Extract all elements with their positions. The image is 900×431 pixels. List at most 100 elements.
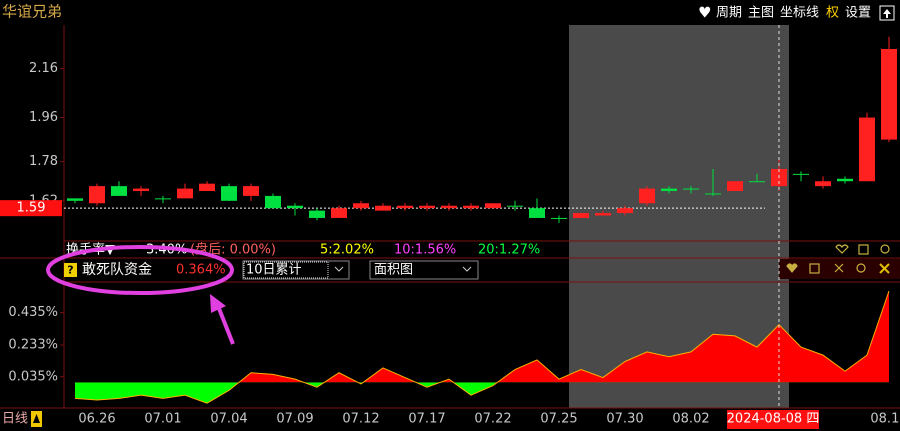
y-tick-label: 0.233% (8, 338, 58, 353)
candle-body (881, 48, 897, 140)
annotation-arrowhead (210, 294, 226, 313)
x-tick-label: 07.30 (606, 412, 643, 427)
tool-icon[interactable] (858, 244, 869, 255)
panel-tools (786, 263, 866, 274)
candle-body (661, 188, 677, 192)
candle-body (287, 205, 303, 209)
current-price-label: 1.59 (17, 201, 46, 216)
stock-title: 华谊兄弟 (2, 3, 62, 21)
x-tick-label: 07.12 (342, 412, 379, 427)
x-tick-label: 06.26 (78, 412, 115, 427)
annotation-arrow (216, 305, 235, 345)
y-tick-label: 2.16 (29, 61, 58, 76)
candle-body (639, 188, 655, 204)
candle-body (309, 210, 325, 218)
candle-body (727, 181, 743, 192)
ma20-value: 20:1.27% (478, 243, 540, 258)
x-tick-label: 07.01 (144, 412, 181, 427)
candle-body (221, 186, 237, 201)
x-tick-label: 07.04 (210, 412, 247, 427)
tool-icon[interactable] (856, 263, 866, 273)
tool-icon[interactable] (835, 244, 849, 254)
candle-body (573, 213, 589, 218)
indicator-tools (835, 244, 890, 255)
candle-body (859, 117, 875, 182)
period-select[interactable] (242, 260, 350, 280)
tool-icon[interactable] (786, 263, 798, 273)
menu-item[interactable]: 周期 (716, 6, 742, 21)
y-tick-label: 1.78 (29, 154, 58, 169)
x-tick-label: 07.09 (276, 412, 313, 427)
ma10-value: 10:1.56% (394, 243, 456, 258)
candle-body (243, 186, 259, 196)
candle-body (463, 205, 479, 209)
candle-body (199, 183, 215, 192)
candle-body (551, 217, 567, 219)
y-tick-label: 0.035% (8, 369, 58, 384)
menu-item[interactable]: 设置 (845, 6, 871, 21)
select-text: 面积图 (374, 263, 413, 278)
candle-body (111, 186, 127, 196)
x-tick-label: 08.15 (870, 412, 900, 427)
candle-body (595, 213, 611, 216)
x-tick-label: 07.17 (408, 412, 445, 427)
select-text: 10日累计 (246, 263, 302, 278)
area-positive (239, 291, 889, 383)
cursor-date-box (727, 410, 819, 429)
candle-body (705, 193, 721, 195)
x-tick-label: 07.22 (474, 412, 511, 427)
x-tick-label: 08.02 (672, 412, 709, 427)
select-focus (243, 261, 329, 279)
tool-icon[interactable] (880, 244, 890, 254)
highlight-ellipse (46, 245, 234, 295)
candle-body (353, 203, 369, 209)
candle-body (89, 186, 105, 204)
area-negative (75, 382, 889, 404)
candle-body (683, 188, 699, 190)
scroll-up-button[interactable] (879, 5, 895, 21)
y-tick-label: 0.435% (8, 305, 58, 320)
tool-icon[interactable] (834, 263, 844, 273)
candle-body (485, 203, 501, 209)
candle-body (419, 205, 435, 209)
ma5-value: 5:2.02% (320, 243, 374, 258)
indicator-name: 敢死队资金 (82, 262, 152, 278)
candle-body (155, 198, 171, 200)
period-icon-glyph (33, 414, 40, 423)
candle-body (265, 195, 281, 209)
candle-body (177, 188, 193, 199)
menu-item[interactable]: 主图 (748, 6, 774, 21)
candle-body (331, 208, 347, 218)
favorite-icon[interactable]: ♥ (698, 4, 711, 22)
help-icon-text: ? (67, 264, 73, 277)
tool-icon[interactable] (809, 263, 820, 274)
candle-body (815, 181, 831, 187)
plot-layer: 周期主图坐标线权设置1.621.781.962.161.5906.2607.01… (0, 5, 900, 429)
cursor-date-label: 2024-08-08 四 (727, 412, 820, 427)
candle-body (67, 198, 83, 201)
candle-body (375, 205, 391, 211)
menu-item[interactable]: 坐标线 (780, 6, 819, 21)
candle-body (133, 188, 149, 192)
candle-body (507, 205, 523, 207)
candle-body (529, 208, 545, 218)
period-label[interactable]: 日线 (2, 412, 28, 427)
y-tick-label: 1.96 (29, 110, 58, 125)
candle-body (441, 205, 457, 209)
indicator-value: 0.364% (176, 263, 226, 278)
current-price-box (0, 200, 62, 217)
candle-body (617, 208, 633, 214)
area-line (74, 290, 890, 404)
x-tick-label: 07.25 (540, 412, 577, 427)
menu-item[interactable]: 权 (826, 5, 839, 21)
candle-body (793, 173, 809, 175)
candle-body (749, 181, 765, 183)
dropdown-arrow (334, 266, 344, 272)
help-icon[interactable] (64, 263, 77, 277)
close-panel[interactable] (879, 263, 890, 274)
dropdown-arrow (462, 266, 472, 272)
style-select[interactable] (369, 260, 479, 280)
candle-body (837, 178, 853, 182)
